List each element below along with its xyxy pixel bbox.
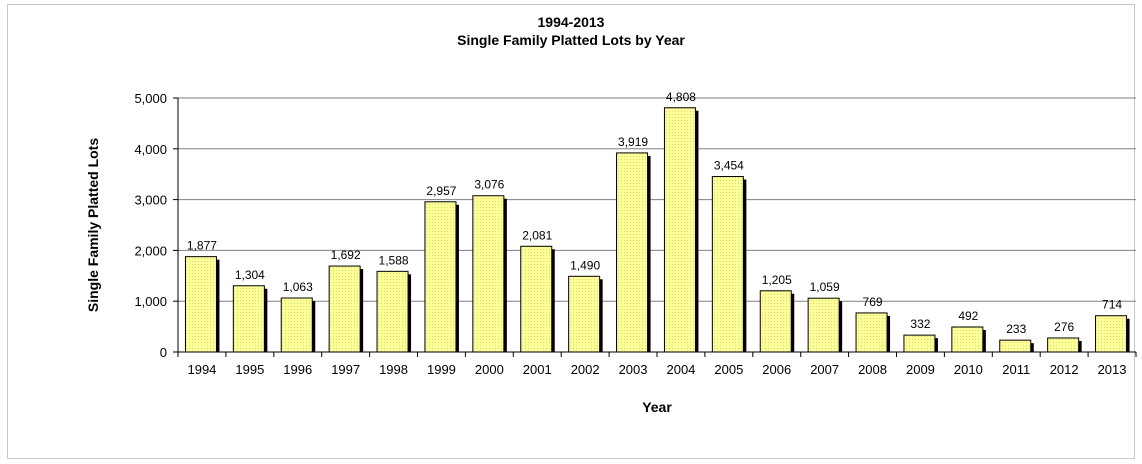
x-tick-label: 1996 [283,362,312,377]
data-label: 1,063 [283,280,313,294]
bar-2002 [568,275,601,353]
x-tick-label: 2009 [906,362,935,377]
x-tick-label: 2010 [954,362,983,377]
data-label: 2,081 [522,228,552,242]
x-tick-label: 2007 [810,362,839,377]
bar-2013 [1095,315,1128,353]
gridlines [178,97,1136,302]
bar-2007 [807,297,840,353]
bar-2001 [520,245,553,353]
data-label: 1,490 [570,258,600,272]
y-axis-title: Single Family Platted Lots [85,138,101,312]
data-label: 1,059 [810,280,840,294]
chart-title: 1994-2013 [538,14,605,30]
x-tick-label: 2002 [571,362,600,377]
y-tick-label: 1,000 [134,294,167,309]
data-label: 233 [1006,322,1026,336]
x-tick-label: 1998 [379,362,408,377]
x-axis-title: Year [642,399,672,415]
y-tick-label: 3,000 [134,193,167,208]
x-tick-labels: 1994 1995 1996 1997 1998 1999 2000 2001 2002 2003… [187,362,1126,377]
data-label: 1,877 [187,239,217,253]
chart-subtitle: Single Family Platted Lots by Year [457,32,685,48]
data-label: 492 [958,309,978,323]
data-label: 3,454 [714,159,744,173]
bar-1995 [232,285,265,353]
x-tick-label: 2006 [762,362,791,377]
y-tick-label: 0 [160,345,167,360]
data-label: 3,919 [618,135,648,149]
data-label: 276 [1054,320,1074,334]
x-tick-label: 1994 [187,362,216,377]
bar-1997 [328,265,361,353]
data-label: 1,205 [762,273,792,287]
bar-2011 [999,339,1032,353]
bar-1999 [424,201,457,353]
data-label: 769 [863,295,883,309]
bar-1996 [280,297,313,353]
data-labels: 1,877 1,304 1,063 1,692 1,588 2,957 3,076 2,081… [187,90,1122,336]
data-label: 1,588 [379,253,409,267]
x-tick-label: 2005 [714,362,743,377]
x-tick-label: 2001 [523,362,552,377]
y-tick-label: 2,000 [134,243,167,258]
y-tick-label: 4,000 [134,142,167,157]
x-tick-label: 2000 [475,362,504,377]
x-tick-label: 2011 [1002,362,1030,377]
data-label: 1,692 [331,248,361,262]
data-label: 332 [910,317,930,331]
bar-2005 [711,176,744,353]
data-label: 2,957 [426,184,456,198]
bar-2006 [759,290,792,353]
x-tick-label: 1999 [427,362,456,377]
data-label: 714 [1102,298,1122,312]
x-tick-label: 1997 [331,362,360,377]
axes [173,97,1137,357]
bar-2008 [855,312,888,353]
bar-2009 [903,334,936,353]
x-tick-label: 2012 [1050,362,1079,377]
x-tick-label: 2003 [619,362,648,377]
x-tick-label: 2013 [1098,362,1127,377]
bar-2000 [472,195,505,353]
chart-frame [7,4,1135,459]
bar-2012 [1047,337,1080,353]
y-tick-label: 5,000 [134,91,167,106]
x-tick-label: 1995 [235,362,264,377]
bar-1994 [184,256,217,353]
x-tick-label: 2008 [858,362,887,377]
bar-2004 [663,107,696,353]
bar-2003 [616,152,649,353]
x-tick-label: 2004 [666,362,695,377]
data-label: 3,076 [474,178,504,192]
data-label: 4,808 [666,90,696,104]
bars [184,107,1130,353]
bar-2010 [951,326,984,353]
data-label: 1,304 [235,268,265,282]
y-tick-labels: 0 1,000 2,000 3,000 4,000 5,000 [134,91,167,360]
bar-1998 [376,270,409,353]
